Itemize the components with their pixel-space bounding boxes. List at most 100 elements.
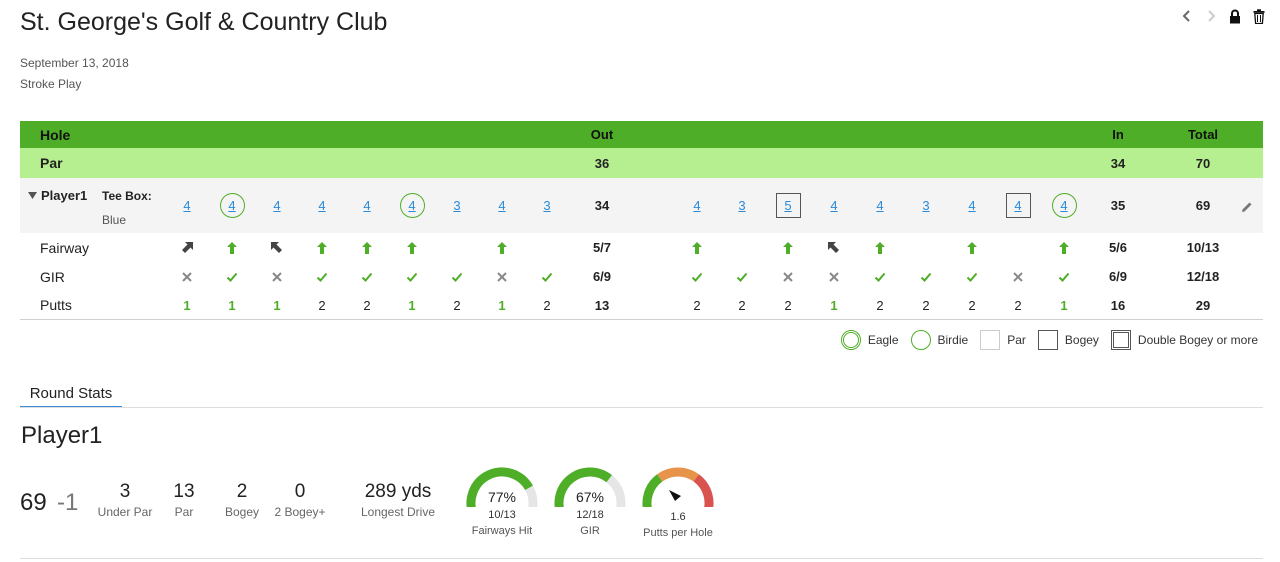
fairways-pct: 77% xyxy=(487,489,517,505)
putts-value: 1 xyxy=(498,297,506,313)
gir-result xyxy=(347,262,387,291)
hole-number xyxy=(212,121,252,148)
arrow-up-icon xyxy=(227,241,237,254)
putts-total: 29 xyxy=(1195,297,1211,313)
hole-score-link[interactable]: 3 xyxy=(922,198,930,213)
par-count-label: Par xyxy=(174,505,194,519)
hole-score-link[interactable]: 4 xyxy=(498,198,506,213)
tab-divider xyxy=(20,407,1263,408)
arrow-up-icon xyxy=(407,241,417,254)
fairway-result xyxy=(998,233,1038,262)
caret-down-icon xyxy=(28,191,37,199)
arrow-up-icon xyxy=(692,241,702,254)
out-header: Out xyxy=(590,127,614,142)
putts-gauge: 1.6 Putts per Hole xyxy=(638,463,718,539)
pencil-icon[interactable] xyxy=(1241,200,1255,214)
chevron-left-icon[interactable] xyxy=(1180,8,1194,24)
score-to-par: -1 xyxy=(57,489,79,516)
par-value xyxy=(482,148,522,178)
arrow-up-icon xyxy=(317,241,327,254)
arrow-up-icon xyxy=(1059,241,1069,254)
hole-score-cell: 4 xyxy=(392,178,432,233)
putts-row: Putts 1 1 1 2 2 1 2 1 2 2 2 2 1 2 2 2 2 1 13 16 29 xyxy=(20,291,1263,320)
bogey-count-value: 2 xyxy=(236,481,248,502)
tab-round-stats[interactable]: Round Stats xyxy=(20,380,122,408)
fairway-result xyxy=(768,233,808,262)
hole-score-link[interactable]: 4 xyxy=(968,198,976,213)
stat-under-par: 3 Under Par xyxy=(98,481,153,519)
stats-player-name: Player1 xyxy=(21,422,103,449)
round-score: 69 xyxy=(20,489,47,516)
hole-score-link[interactable]: 4 xyxy=(830,198,838,213)
putts-value: 2 xyxy=(738,297,746,313)
par-swatch xyxy=(980,330,1001,350)
par-out: 36 xyxy=(594,155,610,171)
fairway-in: 5/6 xyxy=(1108,240,1128,255)
hole-number xyxy=(167,121,207,148)
cross-icon xyxy=(829,271,839,282)
hole-score-link[interactable]: 3 xyxy=(543,198,551,213)
hole-score-link[interactable]: 4 xyxy=(183,198,191,213)
fairway-result xyxy=(814,233,854,262)
hole-score-link[interactable]: 4 xyxy=(876,198,884,213)
arrow-up-left-icon xyxy=(828,241,839,253)
gir-caption: GIR xyxy=(580,525,600,537)
putts-out: 13 xyxy=(594,297,610,313)
fairway-label: Fairway xyxy=(40,239,90,256)
birdie-swatch xyxy=(910,330,931,350)
fairway-result xyxy=(257,233,297,262)
legend-bogey-label: Bogey xyxy=(1064,333,1099,347)
fairway-result xyxy=(722,233,762,262)
par-value xyxy=(677,148,717,178)
hole-score-link[interactable]: 4 xyxy=(318,198,326,213)
check-icon xyxy=(1058,272,1070,282)
tee-box-value: Blue xyxy=(102,213,127,227)
putts-value: 2 xyxy=(968,297,976,313)
fairway-result xyxy=(952,233,992,262)
hole-score-link[interactable]: 4 xyxy=(1005,193,1031,218)
arrow-up-icon xyxy=(967,241,977,254)
hole-number xyxy=(1044,121,1084,148)
putts-value: 2 xyxy=(318,297,326,313)
stat-double-bogey: 0 2 Bogey+ xyxy=(274,481,325,519)
par-value xyxy=(1044,148,1084,178)
hole-score-link[interactable]: 4 xyxy=(273,198,281,213)
player-toggle[interactable]: Player1 xyxy=(28,188,87,203)
hole-score-cell: 4 xyxy=(952,178,992,233)
hole-score-link[interactable]: 4 xyxy=(1051,193,1077,218)
hole-number xyxy=(998,121,1038,148)
par-row: Par 36 34 70 xyxy=(20,148,1263,178)
legend-bogey: Bogey xyxy=(1037,330,1099,350)
gauge-zone-good xyxy=(642,474,663,507)
hole-score-cell: 4 xyxy=(482,178,522,233)
hole-score-link[interactable]: 5 xyxy=(775,193,801,218)
hole-score-link[interactable]: 4 xyxy=(363,198,371,213)
chevron-right-icon[interactable] xyxy=(1204,8,1218,24)
legend-par-label: Par xyxy=(1007,333,1026,347)
hole-score-link[interactable]: 4 xyxy=(219,193,245,218)
fairway-result xyxy=(482,233,522,262)
arrow-up-icon xyxy=(497,241,507,254)
double-bogey-label: 2 Bogey+ xyxy=(274,505,326,519)
putts-value: 1 xyxy=(273,297,281,313)
par-value xyxy=(527,148,567,178)
gir-result xyxy=(212,262,252,291)
par-count-value: 13 xyxy=(173,481,195,502)
gir-result xyxy=(257,262,297,291)
hole-number xyxy=(347,121,387,148)
hole-score-link[interactable]: 3 xyxy=(453,198,461,213)
trash-icon[interactable] xyxy=(1252,8,1266,24)
hole-row: Hole Out In Total xyxy=(20,121,1263,148)
lock-icon[interactable] xyxy=(1228,8,1242,24)
hole-score-link[interactable]: 3 xyxy=(738,198,746,213)
par-value xyxy=(347,148,387,178)
gir-result xyxy=(906,262,946,291)
hole-score-link[interactable]: 4 xyxy=(399,193,425,218)
hole-score-link[interactable]: 4 xyxy=(693,198,701,213)
check-icon xyxy=(541,272,553,282)
putts-value: 1 xyxy=(228,297,236,313)
bogey-count-label: Bogey xyxy=(224,505,260,519)
gir-result xyxy=(768,262,808,291)
fairways-gauge: 77% 10/13 Fairways Hit xyxy=(462,463,542,537)
